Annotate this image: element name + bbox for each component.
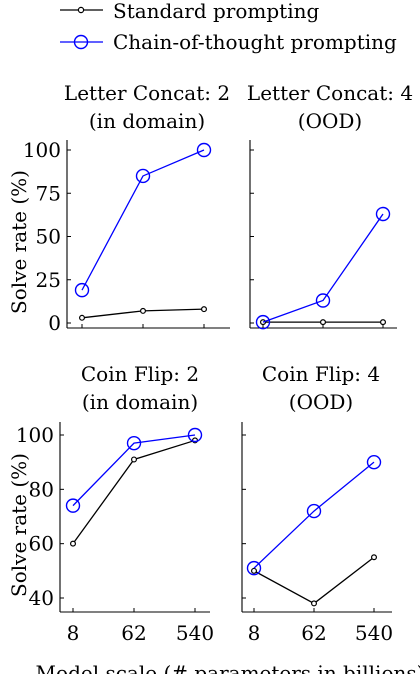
x-tick-label: 62 xyxy=(121,621,146,645)
series-standard xyxy=(78,306,208,321)
legend-cot-marker xyxy=(73,34,89,50)
series-line xyxy=(253,556,375,605)
data-point xyxy=(78,314,85,321)
data-point xyxy=(375,206,391,222)
data-point xyxy=(315,293,331,308)
panel-2: Letter Concat: 4 (OOD) xyxy=(247,81,413,330)
data-point xyxy=(251,567,258,574)
data-point xyxy=(196,142,212,158)
series-chain-of-thought xyxy=(255,206,391,330)
panel-title-line2: (OOD) xyxy=(289,390,353,414)
y-tick-label: 50 xyxy=(36,225,61,249)
x-axis-label: Model scale (# parameters in billions) xyxy=(36,661,420,674)
y-tick-label: 0 xyxy=(48,311,61,335)
data-point xyxy=(135,168,151,184)
legend-cot-label: Chain-of-thought prompting xyxy=(113,30,397,54)
series-chain-of-thought xyxy=(246,454,382,576)
data-point xyxy=(246,560,262,576)
panel-title-line2: (OOD) xyxy=(298,109,362,133)
data-point xyxy=(74,282,90,298)
y-tick-label: 40 xyxy=(29,586,54,610)
series-line xyxy=(81,149,205,291)
data-point xyxy=(380,319,387,326)
data-point xyxy=(311,600,318,607)
y-tick-label: 25 xyxy=(36,268,61,292)
data-point xyxy=(131,456,138,463)
panel-title-line1: Coin Flip: 2 xyxy=(81,362,199,386)
panel-title-line2: (in domain) xyxy=(89,109,205,133)
data-point xyxy=(140,307,147,314)
y-tick-label: 75 xyxy=(36,181,61,205)
series-line xyxy=(72,434,196,507)
y-tick-label: 100 xyxy=(16,423,54,447)
panel-1: Letter Concat: 2 (in domain) 0 25 50 75 100 Sol… xyxy=(7,81,230,335)
y-tick-label: 80 xyxy=(29,477,54,501)
panel-4: Coin Flip: 4 (OOD) 8 62 540 xyxy=(241,362,393,645)
data-point xyxy=(126,435,142,451)
y-axis-label: Solve rate (%) xyxy=(7,170,31,314)
series-chain-of-thought xyxy=(65,427,203,513)
panel-3: Coin Flip: 2 (in domain) 40 60 80 100 8 62 540 So… xyxy=(7,362,214,645)
panel-title-line2: (in domain) xyxy=(82,390,198,414)
y-axis-label: Solve rate (%) xyxy=(7,453,31,597)
panel-title-line1: Coin Flip: 4 xyxy=(262,362,380,386)
panels: Letter Concat: 2 (in domain) 0 25 50 75 100 Sol… xyxy=(7,81,413,645)
data-point xyxy=(371,554,378,561)
x-tick-label: 62 xyxy=(301,621,326,645)
series-line xyxy=(72,439,196,545)
series-chain-of-thought xyxy=(74,142,212,298)
legend-standard-label: Standard prompting xyxy=(113,0,319,23)
data-point xyxy=(366,454,382,470)
data-point xyxy=(65,498,81,513)
data-point xyxy=(69,540,76,547)
series-standard xyxy=(251,554,378,607)
x-tick-label: 8 xyxy=(67,621,80,645)
series-standard xyxy=(260,319,387,326)
x-tick-label: 8 xyxy=(248,621,261,645)
legend: Standard prompting Chain-of-thought prom… xyxy=(60,0,397,54)
data-point xyxy=(255,314,271,330)
y-tick-label: 100 xyxy=(23,138,61,162)
data-point xyxy=(320,319,327,326)
series-standard xyxy=(69,437,199,547)
data-point xyxy=(187,427,203,443)
panel-title-line1: Letter Concat: 2 xyxy=(64,81,230,105)
data-point xyxy=(201,306,208,313)
y-tick-label: 60 xyxy=(29,532,54,556)
x-tick-label: 540 xyxy=(176,621,214,645)
series-line xyxy=(253,461,375,569)
legend-standard-marker xyxy=(77,6,85,14)
x-tick-label: 540 xyxy=(355,621,393,645)
series-line xyxy=(262,213,384,323)
panel-title-line1: Letter Concat: 4 xyxy=(247,81,413,105)
data-point xyxy=(306,503,322,519)
